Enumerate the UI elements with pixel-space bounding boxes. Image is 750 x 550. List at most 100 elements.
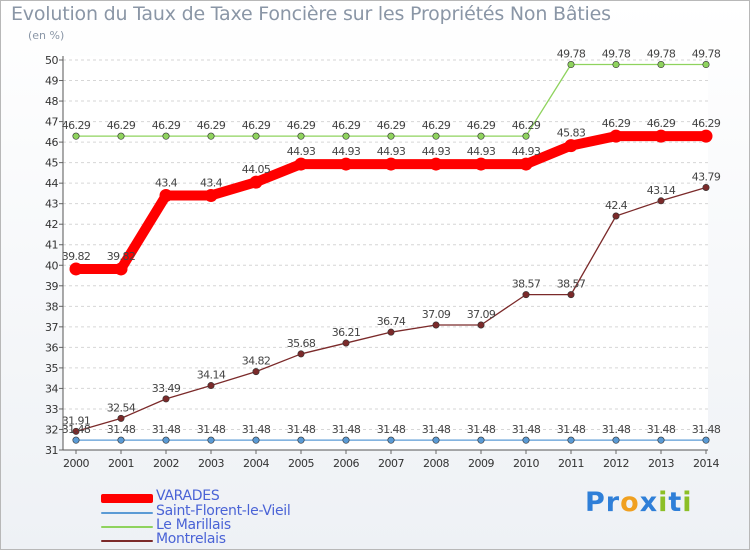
data-point (207, 132, 215, 140)
x-tick-label: 2006 (333, 457, 359, 470)
y-tick-label: 40 (45, 259, 58, 272)
y-tick-label: 46 (45, 136, 58, 149)
data-point (522, 291, 530, 299)
x-tick-label: 2001 (108, 457, 134, 470)
data-point (117, 132, 125, 140)
x-tick-label: 2009 (468, 457, 494, 470)
data-label: 38.57 (557, 278, 586, 291)
data-point (522, 436, 530, 444)
data-label: 31.91 (62, 414, 91, 427)
y-tick-label: 38 (45, 300, 58, 313)
data-label: 32.54 (107, 401, 136, 414)
data-label: 31.48 (377, 423, 406, 436)
proxiti-logo: Proxiti (585, 487, 693, 518)
x-tick-label: 2012 (603, 457, 629, 470)
x-tick-label: 2000 (63, 457, 89, 470)
y-tick-label: 47 (45, 116, 58, 129)
data-label: 43.4 (155, 176, 178, 189)
data-label: 46.29 (287, 119, 316, 132)
data-point (657, 197, 665, 205)
data-point (654, 129, 668, 143)
data-label: 44.05 (242, 163, 271, 176)
data-point (609, 129, 623, 143)
data-point (432, 132, 440, 140)
x-tick-label: 2007 (378, 457, 404, 470)
chart-title: Evolution du Taux de Taxe Foncière sur l… (11, 3, 611, 25)
y-tick-label: 49 (45, 75, 58, 88)
y-unit-label: (en %) (28, 29, 65, 42)
data-point (252, 132, 260, 140)
data-label: 34.82 (242, 355, 271, 368)
data-point (567, 291, 575, 299)
data-point (249, 175, 263, 189)
x-tick-label: 2004 (243, 457, 269, 470)
data-point (564, 139, 578, 153)
y-tick-label: 37 (45, 321, 58, 334)
data-point (432, 436, 440, 444)
grid (63, 56, 708, 451)
data-label: 31.48 (242, 423, 271, 436)
y-tick-label: 32 (45, 423, 58, 436)
data-label: 42.4 (605, 199, 628, 212)
y-tick-label: 45 (45, 157, 58, 170)
y-tick-label: 41 (45, 239, 58, 252)
data-point (252, 436, 260, 444)
legend-label-saint-florent: Saint-Florent-le-Vieil (156, 503, 291, 519)
y-tick-label: 33 (45, 403, 58, 416)
x-tick-label: 2008 (423, 457, 449, 470)
data-label: 43.14 (647, 184, 676, 197)
data-label: 46.29 (467, 119, 496, 132)
data-point (159, 188, 173, 202)
legend-swatch-saint-florent (101, 512, 153, 514)
data-label: 43.79 (692, 170, 721, 183)
x-tick-label: 2003 (198, 457, 224, 470)
data-point (72, 427, 80, 435)
data-label: 39.82 (62, 250, 91, 263)
legend-label-le-marillais: Le Marillais (156, 517, 231, 533)
data-labels-layer: 46.29 46.29 46.29 46.29 46.29 46.29 46.29 46.29… (62, 48, 722, 437)
x-tick-label: 2011 (558, 457, 584, 470)
logo-letter: x (639, 487, 659, 518)
data-point (297, 350, 305, 358)
data-label: 46.29 (422, 119, 451, 132)
data-label: 31.48 (62, 423, 91, 436)
data-label: 37.09 (422, 308, 451, 321)
data-label: 31.48 (647, 423, 676, 436)
data-label: 49.78 (602, 48, 631, 61)
data-label: 31.48 (467, 423, 496, 436)
data-point (699, 129, 713, 143)
data-point (69, 262, 83, 276)
data-label: 46.29 (62, 119, 91, 132)
y-tick-label: 31 (45, 444, 58, 457)
legend-swatch-le-marillais (101, 526, 153, 528)
data-point (567, 61, 575, 69)
data-point (204, 188, 218, 202)
data-point (162, 395, 170, 403)
data-label: 31.48 (557, 423, 586, 436)
data-label: 31.48 (197, 423, 226, 436)
data-point (72, 436, 80, 444)
data-label: 36.21 (332, 326, 361, 339)
data-label: 46.29 (332, 119, 361, 132)
data-label: 31.48 (287, 423, 316, 436)
data-label: 44.93 (287, 145, 316, 158)
plot-area (63, 56, 708, 450)
data-point (702, 436, 710, 444)
data-label: 31.48 (602, 423, 631, 436)
data-label: 46.29 (602, 117, 631, 130)
data-point (702, 183, 710, 191)
y-tick-label: 39 (45, 280, 58, 293)
data-label: 49.78 (557, 48, 586, 61)
logo-letter: t (668, 487, 683, 518)
data-point (519, 157, 533, 171)
series-layer (69, 61, 713, 444)
data-point (387, 436, 395, 444)
y-tick-label: 35 (45, 362, 58, 375)
x-tick-label: 2010 (513, 457, 539, 470)
data-label: 31.48 (512, 423, 541, 436)
data-label: 43.4 (200, 176, 223, 189)
y-tick-label: 34 (45, 382, 58, 395)
data-label: 36.74 (377, 315, 406, 328)
data-label: 46.29 (692, 117, 721, 130)
